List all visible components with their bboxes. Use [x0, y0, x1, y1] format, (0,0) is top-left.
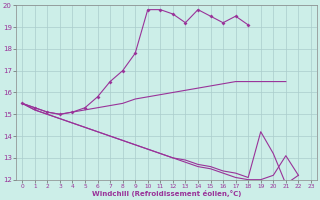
X-axis label: Windchill (Refroidissement éolien,°C): Windchill (Refroidissement éolien,°C) [92, 190, 241, 197]
